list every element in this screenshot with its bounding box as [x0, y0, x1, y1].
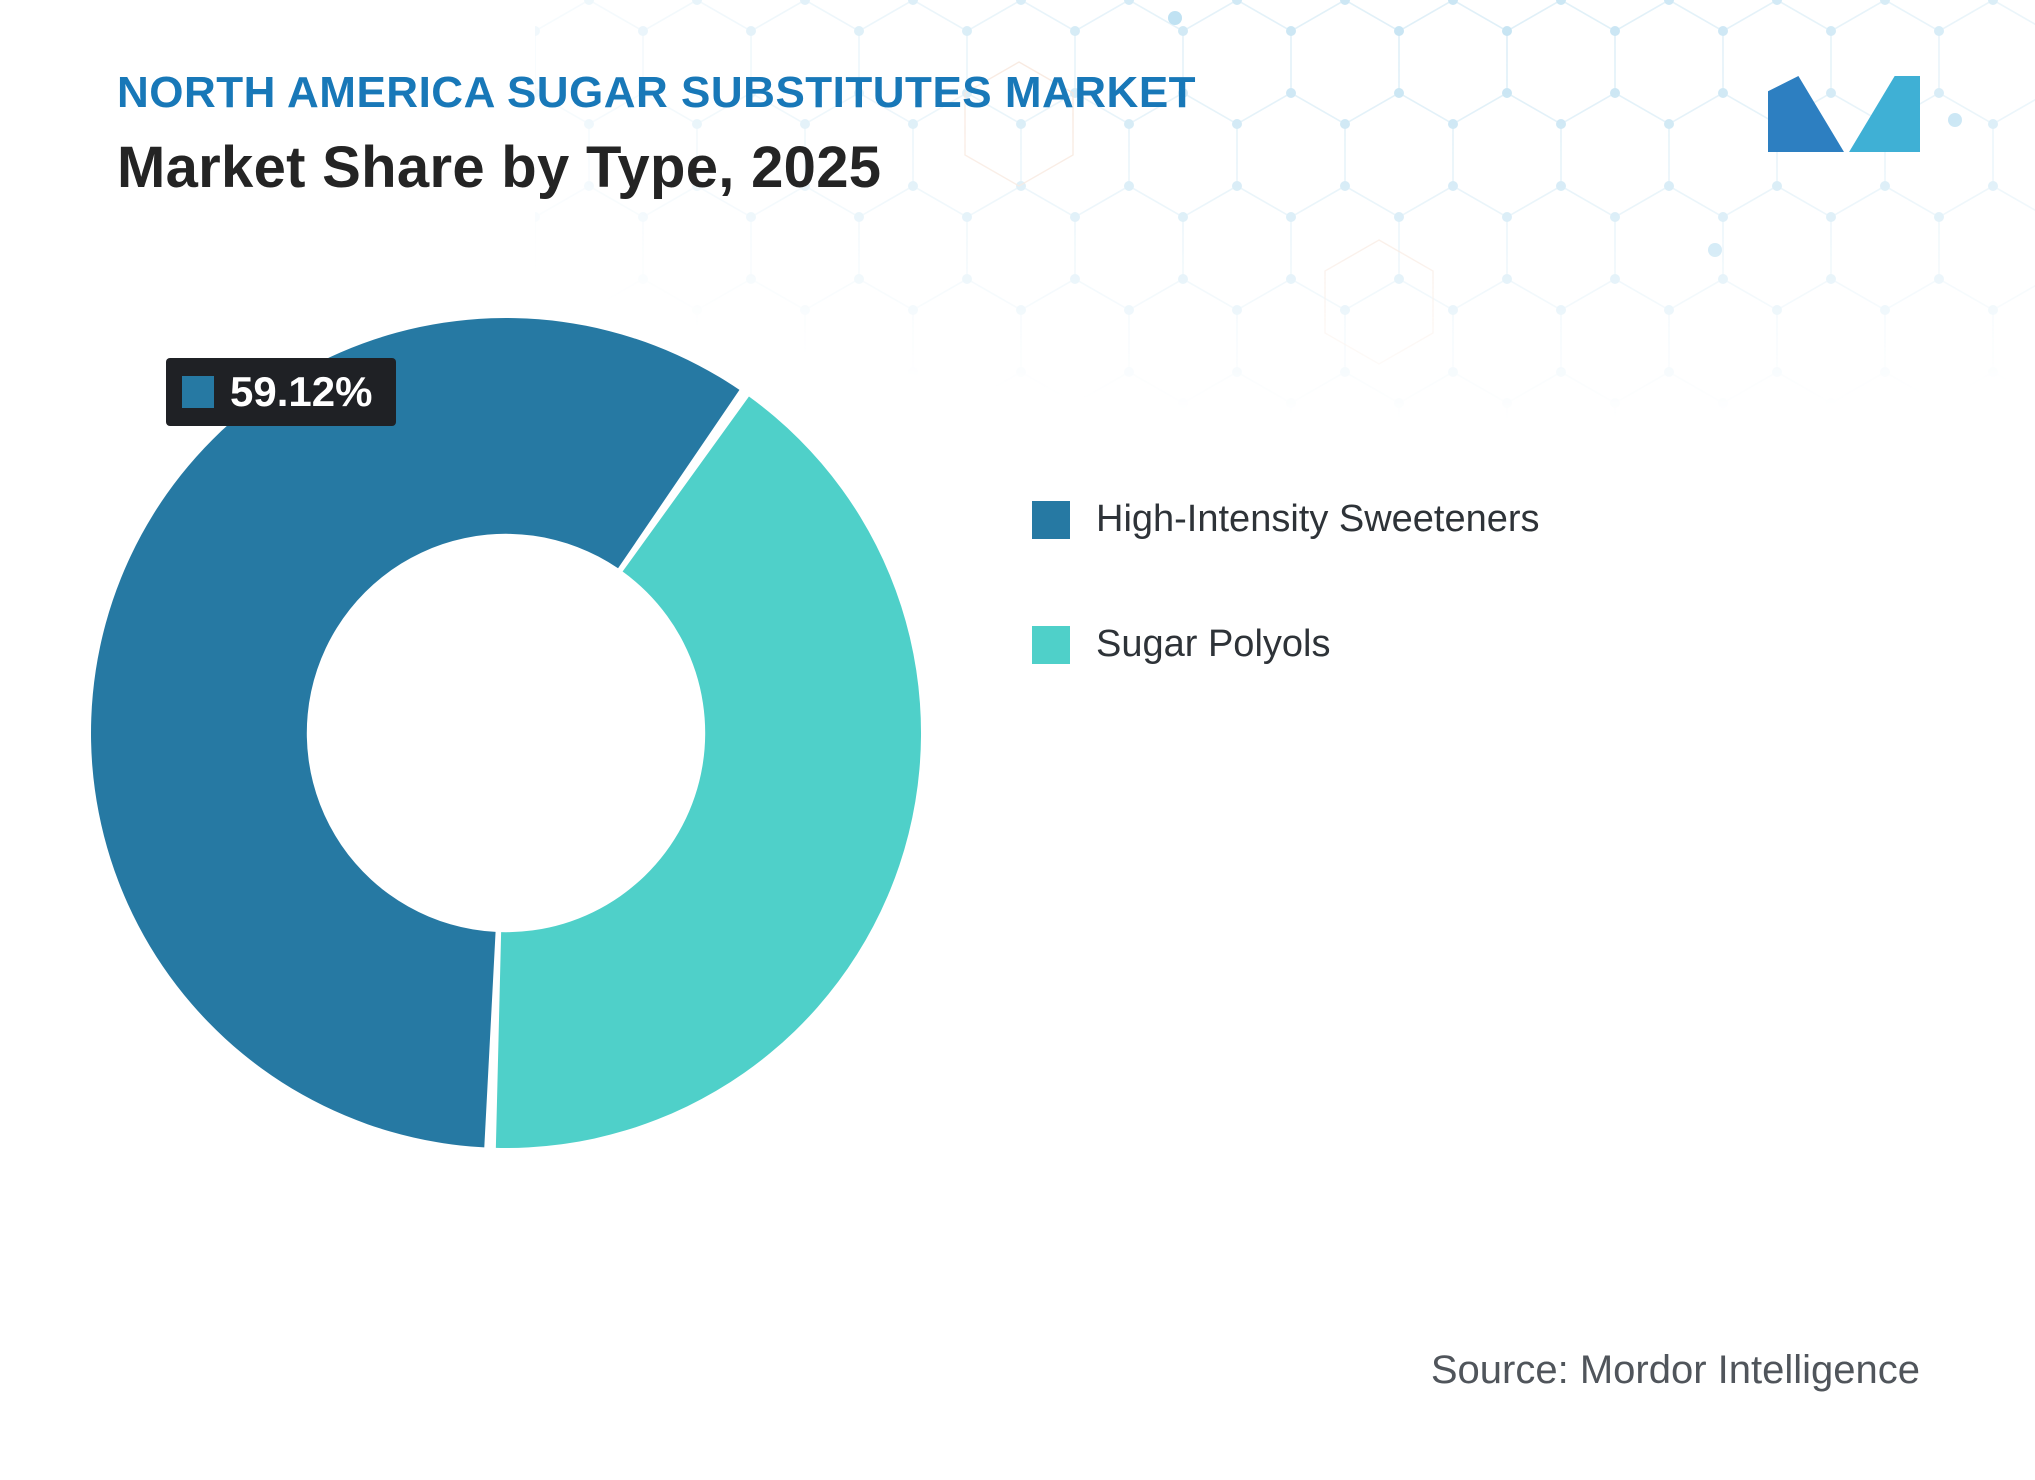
badge-value: 59.12% [230, 368, 373, 415]
header: NORTH AMERICA SUGAR SUBSTITUTES MARKET M… [117, 68, 1196, 201]
data-label-badge: 59.12% [166, 358, 397, 426]
source-attribution: Source: Mordor Intelligence [1430, 1348, 1920, 1392]
donut-chart-area [86, 313, 926, 1153]
donut-chart [91, 317, 922, 1149]
legend-swatch-sugar-polyols [1032, 625, 1070, 664]
legend-label: High-Intensity Sweeteners [1096, 498, 1540, 540]
donut-segment-high-intensity-sweeteners [91, 317, 740, 1148]
logo-left-shape [1768, 76, 1844, 152]
legend-item-high-intensity-sweeteners: High-Intensity Sweeteners [1032, 498, 1540, 541]
donut-segment-sugar-polyols [495, 396, 922, 1149]
mordor-intelligence-logo [1768, 76, 1920, 152]
logo-right-shape [1849, 76, 1920, 152]
legend: High-Intensity Sweeteners Sugar Polyols [1032, 498, 1540, 666]
legend-item-sugar-polyols: Sugar Polyols [1032, 623, 1540, 666]
badge-series-swatch [182, 376, 214, 408]
legend-label: Sugar Polyols [1096, 623, 1331, 665]
report-title: NORTH AMERICA SUGAR SUBSTITUTES MARKET [117, 68, 1197, 117]
legend-swatch-high-intensity-sweeteners [1032, 500, 1070, 539]
page-title: Market Share by Type, 2025 [117, 135, 882, 200]
